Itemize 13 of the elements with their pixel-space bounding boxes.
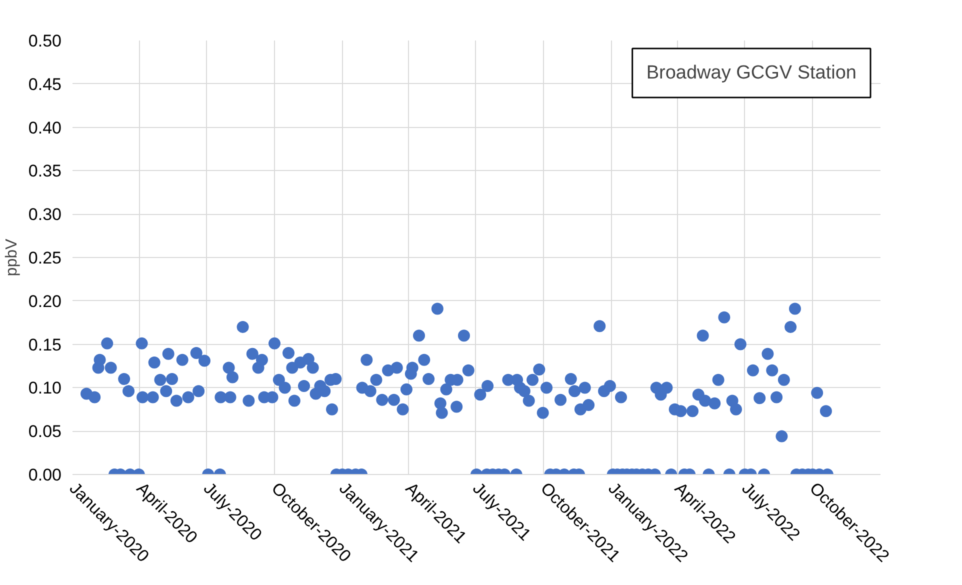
y-tick-label: 0.05 [28,422,62,442]
text: Broadway GCGV Station [646,62,857,84]
y-tick-label: 0.40 [28,118,62,138]
y-axis-title: ppbV [3,238,20,276]
y-tick-label: 0.35 [28,162,62,181]
y-tick-label: 0.45 [28,74,62,94]
y-tick-label: 0.15 [28,335,62,354]
y-tick-label: 0.10 [28,378,62,398]
y-tick-label: 0.50 [28,32,62,50]
y-tick-label: 0.00 [28,466,62,484]
y-tick-label: 0.20 [28,292,62,311]
y-tick-label: 0.30 [28,205,62,224]
y-tick-label: 0.25 [28,248,62,268]
